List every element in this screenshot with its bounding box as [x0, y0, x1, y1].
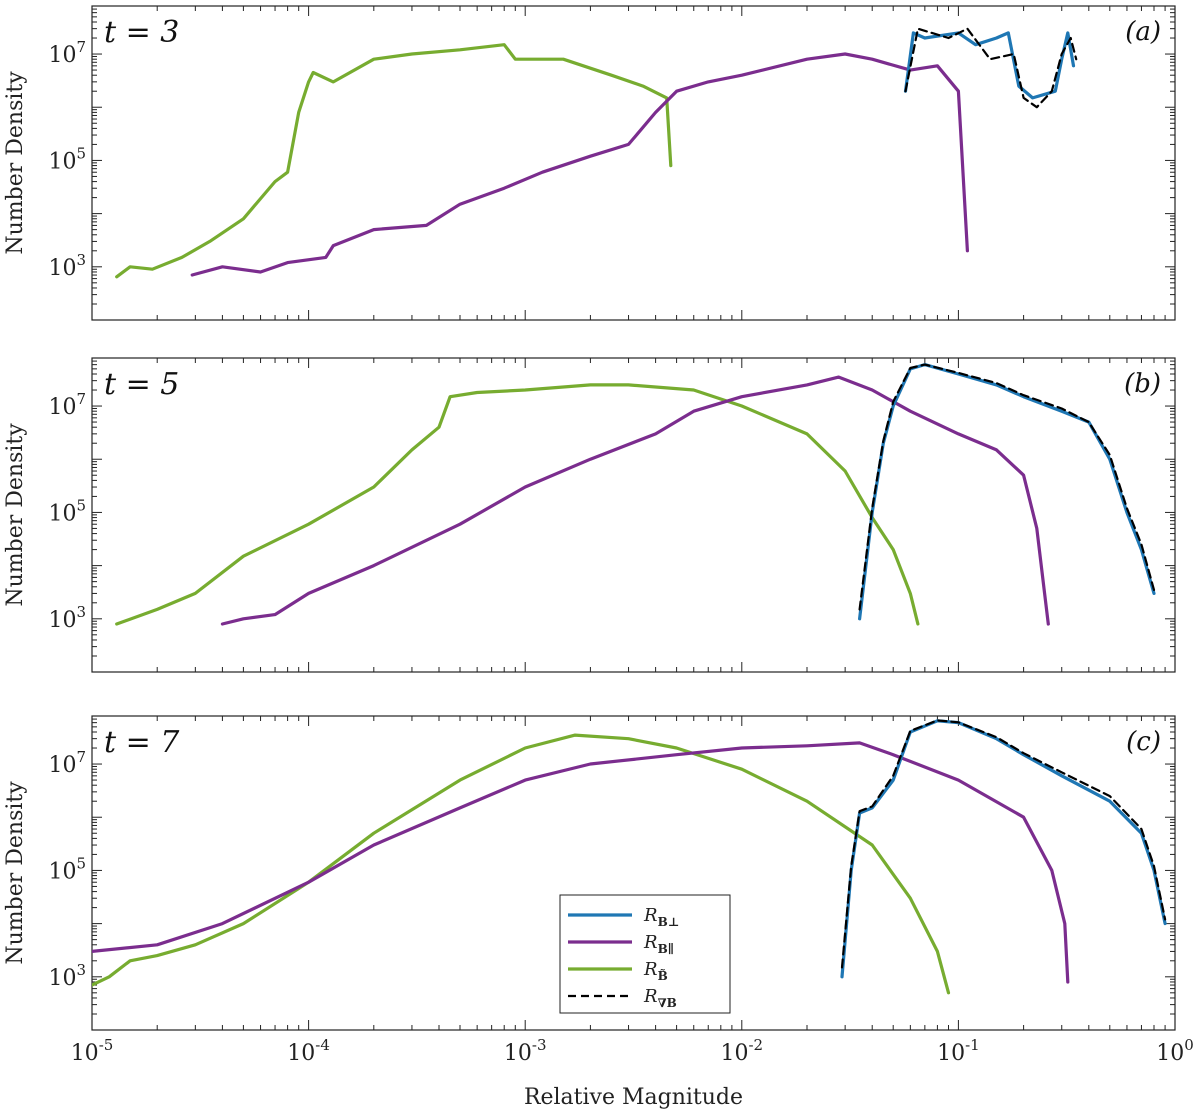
x-tick-label: 10-3	[504, 1036, 547, 1066]
y-tick-label: 105	[48, 854, 86, 884]
x-tick-label: 10-1	[937, 1036, 980, 1066]
panel-2: 103 105 107 10-5 10-4 10-3 10-2 10-1 100 Relative…	[3, 715, 1194, 1110]
panel-label: (a)	[1125, 17, 1161, 47]
time-label: t = 7	[104, 725, 180, 760]
series-line-purple	[92, 741, 1070, 984]
legend-label-dashed: R∇B	[643, 986, 677, 1010]
y-tick-label: 105	[48, 496, 86, 526]
series-line-blue	[903, 31, 1076, 100]
legend-label-purple: RB∥	[643, 932, 674, 956]
y-tick-label: 107	[48, 38, 86, 68]
series-line-dashed	[858, 363, 1156, 611]
y-tick-label: 103	[48, 961, 86, 991]
y-tick-label: 105	[48, 144, 86, 174]
time-label: t = 5	[104, 367, 179, 402]
y-axis-label: Number Density	[3, 71, 28, 255]
series-line-green	[92, 733, 951, 995]
x-axis-label: Relative Magnitude	[524, 1085, 743, 1110]
y-tick-label: 103	[48, 603, 86, 633]
series-line-green	[115, 383, 920, 626]
x-tick-label: 10-4	[287, 1036, 330, 1066]
series-line-blue	[858, 363, 1156, 621]
axes-frame	[91, 357, 1176, 673]
series-line-dashed	[840, 719, 1167, 969]
y-tick-label: 107	[48, 748, 86, 778]
legend-label-blue: RB⊥	[643, 905, 679, 929]
legend: RB⊥ RB∥ RB̃ R∇B	[559, 894, 731, 1014]
y-axis-label: Number Density	[3, 423, 28, 607]
panel-0: 103 105 107 Number Density t = 3 (a)	[3, 5, 1176, 321]
panel-label: (b)	[1124, 369, 1161, 399]
panel-label: (c)	[1126, 727, 1161, 757]
x-tick-label: 10-2	[720, 1036, 763, 1066]
time-label: t = 3	[104, 15, 179, 50]
series-line-purple	[190, 52, 969, 277]
series-line-dashed	[904, 27, 1078, 109]
series-line-green	[115, 43, 673, 279]
y-tick-label: 103	[48, 251, 86, 281]
y-axis-label: Number Density	[3, 781, 28, 965]
legend-label-green: RB̃	[643, 959, 668, 983]
series-line-purple	[220, 375, 1050, 626]
x-tick-label: 10-5	[71, 1036, 114, 1066]
x-tick-label: 100	[1156, 1036, 1194, 1066]
y-tick-label: 107	[48, 390, 86, 420]
series-line-blue	[840, 719, 1167, 979]
panel-1: 103 105 107 Number Density t = 5 (b)	[3, 357, 1176, 673]
